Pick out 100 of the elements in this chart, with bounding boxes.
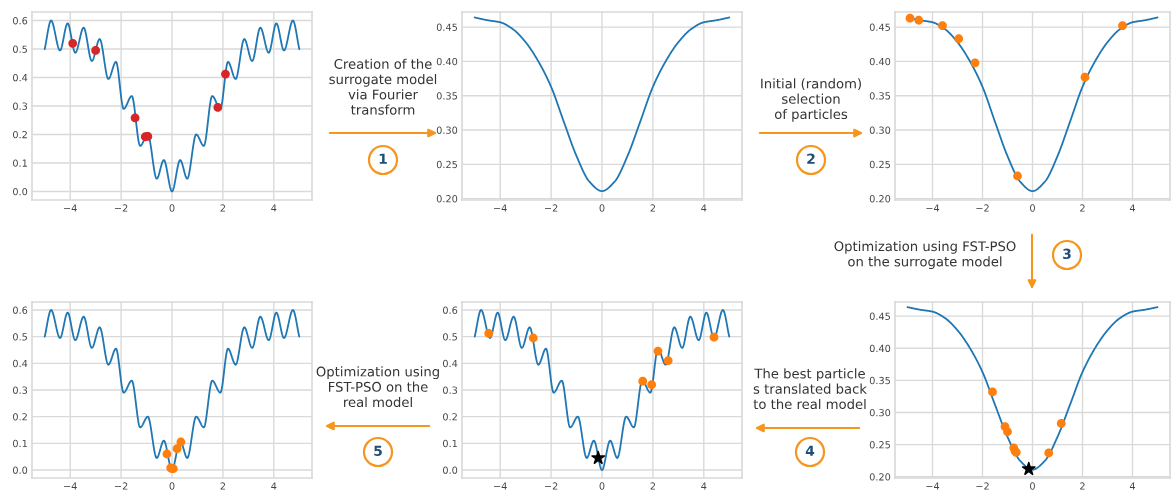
x-tick-label: 2 xyxy=(1080,482,1085,490)
y-tick-label: 0.2 xyxy=(13,130,27,139)
y-tick-label: 0.35 xyxy=(869,92,890,100)
x-tick-label: −2 xyxy=(114,482,128,490)
y-tick-label: 0.1 xyxy=(13,159,27,167)
x-tick-label: −2 xyxy=(976,482,989,490)
x-tick-label: 4 xyxy=(271,482,277,490)
point xyxy=(176,437,186,447)
y-tick-label: 0.6 xyxy=(443,306,458,314)
text: Creation of the surrogate model via Fourier transform xyxy=(329,58,437,115)
point xyxy=(91,46,101,55)
y-tick-label: 0.30 xyxy=(436,126,458,134)
y-tick-label: 0.2 xyxy=(443,413,457,421)
text: The best particle s translated back to the real model xyxy=(753,368,867,410)
x-tick-label: −4 xyxy=(926,204,940,212)
y-tick-label: 0.3 xyxy=(443,386,458,394)
point xyxy=(653,346,663,356)
x-tick-label: 2 xyxy=(650,482,656,490)
y-tick-label: 0.35 xyxy=(436,92,457,100)
y-tick-label: 0.40 xyxy=(869,344,891,353)
y-tick-label: 0.20 xyxy=(869,473,891,481)
y-tick-label: 0.4 xyxy=(443,359,458,368)
y-tick-label: 0.3 xyxy=(13,102,28,110)
x-tick-label: 0 xyxy=(599,204,605,212)
x-tick-label: −2 xyxy=(544,204,558,212)
text: Optimization using FST-PSO on the surrogate model xyxy=(834,240,1016,270)
point xyxy=(591,450,606,465)
y-tick-label: 0.5 xyxy=(443,333,457,341)
point xyxy=(938,21,947,31)
text: Initial (random) selection of particles xyxy=(761,78,861,122)
x-tick-label: 0 xyxy=(1030,204,1035,212)
point xyxy=(905,13,915,23)
point xyxy=(970,58,980,68)
point xyxy=(1080,72,1090,82)
x-tick-label: 4 xyxy=(1129,482,1136,490)
point xyxy=(213,103,223,112)
point xyxy=(663,356,673,366)
y-tick-label: 0.30 xyxy=(869,126,891,134)
text: 5 xyxy=(374,445,382,457)
x-tick-label: 4 xyxy=(701,482,707,490)
y-tick-label: 0.20 xyxy=(436,195,458,203)
x-tick-label: −4 xyxy=(64,204,77,212)
y-tick-label: 0.25 xyxy=(436,160,457,169)
x-tick-label: −4 xyxy=(926,482,940,490)
x-tick-label: 0 xyxy=(599,482,605,490)
text: 2 xyxy=(807,153,815,164)
x-tick-label: 4 xyxy=(1129,204,1136,212)
y-tick-label: 0.6 xyxy=(13,17,28,25)
y-tick-label: 0.4 xyxy=(13,359,28,368)
y-tick-label: 0.0 xyxy=(443,466,458,474)
x-tick-label: 2 xyxy=(1080,204,1085,212)
point xyxy=(1021,461,1036,476)
y-tick-label: 0.45 xyxy=(869,312,890,320)
y-tick-label: 0.4 xyxy=(13,73,28,82)
point xyxy=(1013,171,1022,181)
y-tick-label: 0.5 xyxy=(13,45,27,53)
point xyxy=(709,332,719,342)
x-tick-label: 0 xyxy=(169,482,175,490)
x-tick-label: 4 xyxy=(271,204,277,212)
point xyxy=(221,69,230,79)
y-tick-label: 0.1 xyxy=(443,439,457,448)
text: Optimization using FST-PSO on the real model xyxy=(316,366,439,408)
x-tick-label: 2 xyxy=(220,204,226,212)
point xyxy=(647,380,657,390)
y-tick-label: 0.25 xyxy=(869,441,890,449)
y-tick-label: 0.5 xyxy=(13,333,27,341)
x-tick-label: −2 xyxy=(976,204,989,212)
x-tick-label: 4 xyxy=(701,204,707,212)
x-tick-label: −4 xyxy=(494,482,507,490)
y-tick-label: 0.6 xyxy=(13,306,28,314)
y-tick-label: 0.0 xyxy=(13,187,28,196)
x-tick-label: −4 xyxy=(494,204,507,212)
point xyxy=(528,333,538,343)
y-tick-label: 0.40 xyxy=(436,57,458,66)
point xyxy=(68,38,78,48)
y-tick-label: 0.20 xyxy=(869,195,891,203)
point xyxy=(1003,427,1012,437)
point xyxy=(914,15,924,25)
point xyxy=(1044,448,1054,458)
y-tick-label: 0.3 xyxy=(13,386,28,394)
x-tick-label: −4 xyxy=(64,482,77,490)
point xyxy=(172,444,182,454)
text: 3 xyxy=(1063,248,1071,260)
text: 1 xyxy=(379,153,387,164)
x-tick-label: −2 xyxy=(114,204,128,212)
y-tick-label: 0.45 xyxy=(869,23,890,31)
x-tick-label: 2 xyxy=(650,204,656,212)
y-tick-label: 0.25 xyxy=(869,160,890,169)
point xyxy=(484,329,494,338)
point xyxy=(988,387,997,397)
x-tick-label: 0 xyxy=(1030,482,1035,490)
y-tick-label: 0.1 xyxy=(13,439,27,448)
point xyxy=(162,449,172,459)
y-tick-label: 0.45 xyxy=(436,23,457,31)
text: 4 xyxy=(805,445,815,456)
y-tick-label: 0.30 xyxy=(869,408,891,417)
point xyxy=(130,113,140,123)
point xyxy=(1056,419,1066,428)
y-tick-label: 0.40 xyxy=(869,57,891,66)
point xyxy=(1118,21,1127,31)
